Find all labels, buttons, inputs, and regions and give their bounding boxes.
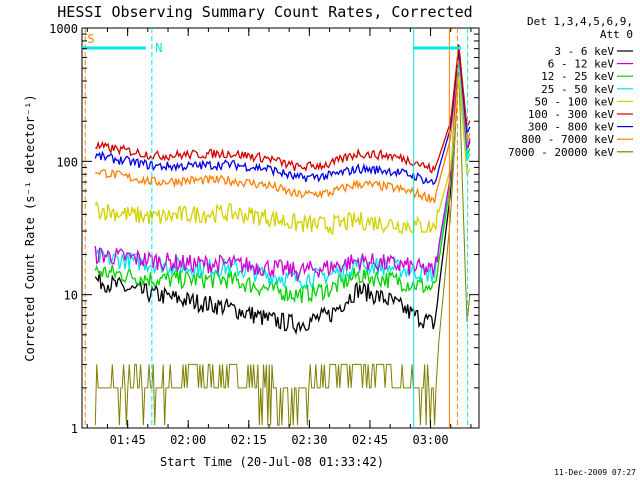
plot-frame — [81, 27, 480, 429]
y-axis: 1 10 100 1000 — [49, 22, 479, 436]
saa-label: S — [87, 32, 94, 46]
x-tick-label: 03:00 — [412, 433, 448, 447]
series-line-4 — [94, 76, 471, 236]
series-layer — [94, 44, 471, 426]
legend-entry-label: 7000 - 20000 keV — [508, 146, 614, 159]
night-label: N — [155, 41, 162, 55]
legend-entry-label: 100 - 300 keV — [528, 108, 614, 121]
series-line-8 — [94, 71, 471, 426]
attenuator-markers: SN — [82, 28, 469, 428]
legend-header-line-2: Att 0 — [600, 28, 633, 41]
y-tick-label: 1000 — [49, 22, 78, 36]
x-tick-label: 02:45 — [352, 433, 388, 447]
series-line-7 — [95, 55, 471, 204]
x-axis: 01:45 02:00 02:15 02:30 02:45 03:00 — [86, 28, 472, 447]
legend-entry-label: 6 - 12 keV — [548, 58, 615, 71]
x-axis-label: Start Time (20-Jul-08 01:33:42) — [160, 455, 384, 469]
series-line-5 — [95, 46, 471, 174]
legend-entry-label: 25 - 50 keV — [541, 83, 614, 96]
series-line-0 — [94, 44, 471, 336]
y-tick-label: 1 — [71, 422, 78, 436]
y-tick-label: 100 — [56, 155, 78, 169]
y-tick-label: 10 — [64, 289, 78, 303]
legend-entry-label: 12 - 25 keV — [541, 70, 614, 83]
series-line-2 — [94, 56, 471, 304]
series-line-6 — [94, 50, 471, 186]
y-axis-label: Corrected Count Rate (s⁻¹ detector⁻¹) — [23, 94, 37, 361]
x-tick-label: 02:15 — [231, 433, 267, 447]
generation-timestamp: 11-Dec-2009 07:27 — [554, 468, 636, 477]
legend-entry-label: 800 - 7000 keV — [521, 133, 614, 146]
legend-entry-label: 3 - 6 keV — [554, 45, 614, 58]
chart-title: HESSI Observing Summary Count Rates, Cor… — [57, 3, 472, 21]
legend-entry-label: 300 - 800 keV — [528, 121, 614, 134]
x-tick-label: 02:30 — [291, 433, 327, 447]
legend-entry-label: 50 - 100 keV — [535, 95, 615, 108]
legend-header-line-1: Det 1,3,4,5,6,9, — [527, 15, 633, 28]
series-line-1 — [94, 47, 471, 283]
x-tick-label: 01:45 — [110, 433, 146, 447]
x-tick-label: 02:00 — [170, 433, 206, 447]
